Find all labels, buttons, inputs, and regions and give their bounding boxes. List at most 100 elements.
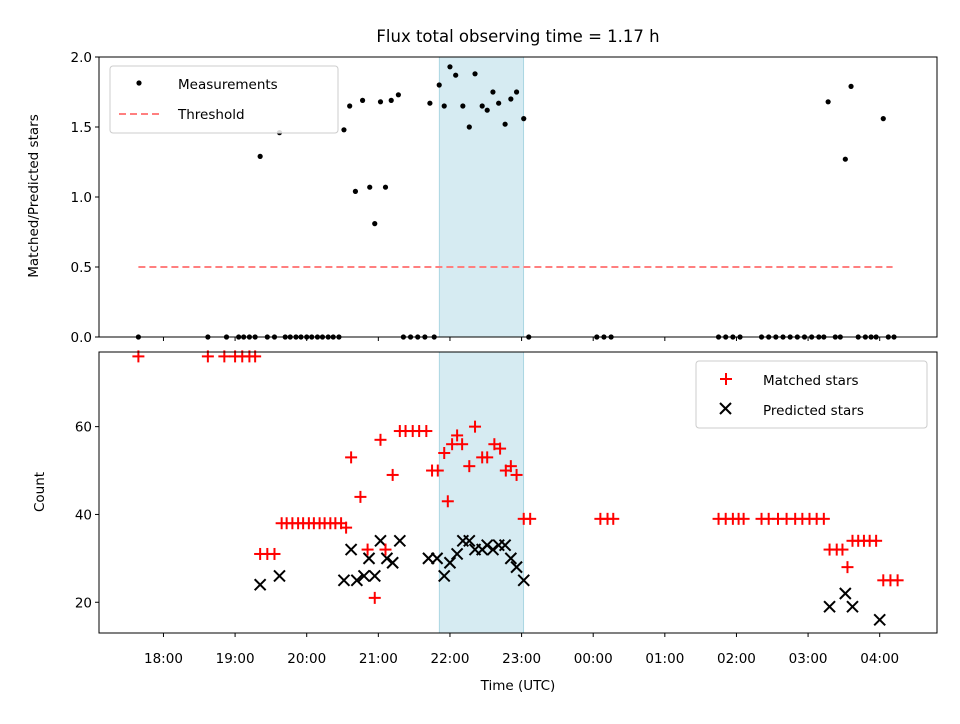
predicted-star-point (350, 574, 364, 587)
y-tick-label: 0.5 (71, 260, 92, 276)
bottom-axis-ticks: 20 40 60 18:00 19:00 20:00 21:00 22:00 23:00 00:0… (75, 420, 899, 667)
measurement-point (460, 103, 466, 109)
y-tick-label: 1.5 (71, 120, 92, 136)
matched-star-point (368, 591, 381, 604)
matched-star-point (456, 438, 469, 451)
measurement-point (496, 100, 502, 106)
predicted-star-point (393, 534, 407, 548)
measurement-point (825, 99, 831, 105)
top-legend: Measurements Threshold (109, 65, 339, 134)
matched-star-point (431, 464, 444, 477)
matched-star-point (891, 574, 904, 587)
top-y-axis-label: Matched/Predicted stars (26, 114, 42, 277)
matched-star-point (268, 547, 281, 560)
measurement-point (436, 82, 442, 88)
measurement-point (521, 116, 527, 122)
bottom-y-axis-label: Count (32, 472, 48, 512)
chart-title: Flux total observing time = 1.17 h (376, 27, 659, 46)
predicted-star-point (498, 538, 512, 552)
x-tick-label: 00:00 (574, 651, 613, 667)
legend-measurements-label: Measurements (178, 77, 278, 93)
matched-star-point (379, 543, 392, 556)
predicted-star-points (253, 534, 886, 627)
x-tick-label: 02:00 (717, 651, 756, 667)
matched-star-point (420, 425, 433, 438)
measurement-point (490, 89, 496, 95)
measurement-point (352, 188, 359, 194)
measurement-point (341, 127, 347, 133)
y-tick-label: 1.0 (71, 190, 92, 206)
y-tick-label: 2.0 (71, 50, 92, 66)
matched-star-point (354, 490, 367, 503)
predicted-star-point (517, 574, 530, 587)
matched-star-point (451, 429, 464, 442)
matched-star-point (481, 451, 494, 464)
measurement-point (880, 116, 886, 122)
matched-star-point (441, 495, 454, 508)
measurement-point (395, 92, 401, 98)
x-tick-label: 03:00 (789, 651, 828, 667)
matched-star-point (463, 460, 476, 473)
legend-matched-marker (720, 373, 732, 385)
measurement-point (472, 71, 478, 77)
legend-predicted-label: Predicted stars (763, 403, 864, 419)
predicted-star-point (846, 600, 859, 613)
predicted-star-point (438, 569, 451, 583)
predicted-star-point (368, 569, 381, 583)
predicted-star-point (273, 569, 286, 583)
predicted-star-point (873, 613, 886, 627)
predicted-star-point (510, 560, 523, 574)
matched-star-point (361, 543, 374, 556)
y-tick-label: 20 (75, 595, 92, 611)
measurement-point (842, 156, 848, 162)
measurement-point (359, 97, 366, 103)
matched-star-point (510, 468, 523, 481)
matched-star-points (132, 350, 904, 604)
measurement-point (367, 184, 373, 190)
y-tick-label: 60 (75, 420, 92, 436)
measurement-point (502, 121, 508, 127)
predicted-star-point (357, 569, 371, 583)
predicted-star-point (443, 556, 457, 569)
matched-star-point (607, 512, 620, 525)
top-axis-ticks: 0.0 0.5 1.0 1.5 2.0 (71, 50, 881, 346)
measurement-point (466, 124, 472, 130)
matched-star-point (374, 433, 387, 446)
legend-threshold-label: Threshold (177, 107, 245, 123)
predicted-star-point (386, 556, 399, 569)
predicted-star-point (362, 552, 376, 565)
measurement-point (441, 103, 447, 109)
x-tick-label: 01:00 (645, 651, 684, 667)
matched-star-point (438, 446, 451, 459)
legend-measurements-marker (136, 80, 142, 86)
measurement-point (347, 103, 353, 109)
ratio-panel: 0.00.51.01.52.0 Matched/Predicted stars … (26, 50, 938, 346)
matched-star-point (494, 442, 507, 455)
measurement-point (382, 184, 389, 190)
x-tick-label: 23:00 (502, 651, 541, 667)
matched-star-point (345, 451, 358, 464)
predicted-star-point (450, 547, 464, 561)
x-tick-label: 21:00 (359, 651, 398, 667)
x-tick-label: 19:00 (216, 651, 255, 667)
x-tick-label: 22:00 (431, 651, 470, 667)
legend-matched-label: Matched stars (763, 373, 859, 389)
measurement-point (388, 97, 394, 103)
top-axes-frame (98, 56, 938, 338)
matched-star-point (469, 420, 482, 433)
x-tick-label: 20:00 (287, 651, 326, 667)
matched-star-point (386, 468, 399, 481)
measurement-point (372, 221, 378, 227)
observing-window-highlight-bottom (438, 351, 525, 634)
y-tick-label: 0.0 (71, 330, 92, 346)
predicted-star-point (253, 578, 267, 591)
count-panel: 20 40 60 18:00 19:00 20:00 21:00 22:00 23:00 00:0… (32, 350, 938, 694)
measurement-point (453, 72, 459, 78)
predicted-star-point (337, 574, 351, 587)
predicted-star-point (344, 543, 358, 556)
measurement-point (447, 64, 453, 70)
measurement-point (377, 99, 384, 105)
measurement-point (479, 103, 485, 109)
predicted-star-point (504, 552, 518, 565)
